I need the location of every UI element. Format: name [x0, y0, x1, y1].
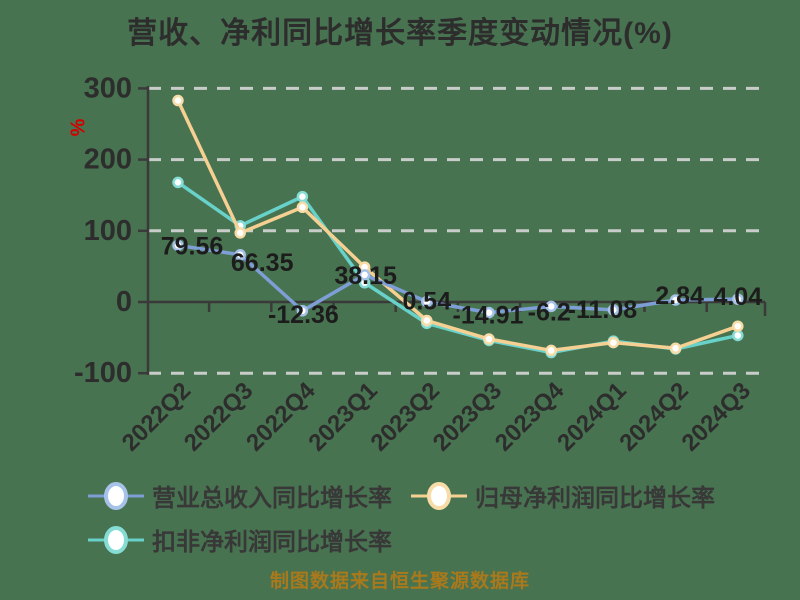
series-net-profit-growth-marker — [421, 314, 433, 327]
y-tick-label: 100 — [84, 215, 132, 247]
data-point-label: -11.08 — [568, 296, 638, 324]
data-point-label: 38.15 — [334, 262, 397, 290]
series-revenue-growth-marker — [234, 249, 246, 261]
series-revenue-growth-marker — [732, 293, 744, 305]
data-point-label: -6.2 — [528, 298, 571, 326]
series-revenue-growth-marker — [545, 300, 557, 313]
line-marker-icon — [411, 481, 467, 510]
data-point-label: 66.35 — [231, 249, 294, 277]
legend-label: 营业总收入同比增长率 — [152, 485, 392, 512]
x-tick-label: 2023Q2 — [366, 377, 445, 456]
y-tick-label: 0 — [116, 286, 132, 318]
data-point-label: -14.91 — [453, 302, 524, 330]
series-revenue-growth-marker — [421, 295, 433, 308]
series-net-profit-growth-marker — [483, 333, 495, 345]
series-revenue-growth-marker — [358, 269, 371, 281]
x-tick-label: 2023Q3 — [428, 377, 507, 456]
legend-item-revenue-growth: 营业总收入同比增长率 — [88, 478, 392, 513]
y-tick-label: 200 — [84, 144, 132, 176]
series-net-profit-growth-marker — [172, 94, 184, 107]
x-tick-label: 2023Q1 — [303, 377, 382, 456]
x-tick-label: 2022Q3 — [179, 377, 258, 456]
y-tick-label: 300 — [84, 72, 132, 104]
data-point-label: 2.84 — [655, 282, 704, 310]
legend-label: 扣非净利润同比增长率 — [152, 529, 392, 556]
series-revenue-growth-line — [176, 243, 740, 315]
data-point-label: 4.04 — [713, 283, 762, 311]
series-revenue-growth-marker — [296, 305, 309, 317]
series-net-profit-growth-marker — [669, 342, 682, 355]
series-net-profit-growth-marker — [607, 336, 620, 349]
legend-item-net-profit-growth: 归母净利润同比增长率 — [411, 478, 715, 513]
data-point-label: -12.36 — [268, 301, 339, 329]
series-non-gaap-profit-growth-marker — [296, 190, 309, 203]
legend-label: 归母净利润同比增长率 — [475, 485, 715, 512]
series-net-profit-growth-marker — [545, 344, 557, 357]
series-net-profit-growth-marker — [296, 201, 309, 214]
x-tick-label: 2024Q2 — [614, 377, 693, 456]
series-net-profit-growth-marker — [234, 227, 246, 239]
data-point-label: 79.56 — [161, 232, 224, 260]
series-net-profit-growth-marker — [732, 320, 744, 332]
line-marker-icon — [88, 525, 144, 554]
series-net-profit-growth-line — [176, 98, 740, 353]
data-point-label: 0.54 — [402, 288, 451, 316]
series-non-gaap-profit-growth-marker — [732, 329, 744, 342]
series-non-gaap-profit-growth-marker — [172, 176, 184, 189]
chart-title: 营收、净利同比增长率季度变动情况(%) — [127, 17, 673, 50]
series-revenue-growth-marker — [669, 294, 682, 306]
legend-item-non-gaap-profit-growth: 扣非净利润同比增长率 — [88, 522, 392, 557]
series-revenue-growth-marker — [172, 239, 184, 252]
x-tick-label: 2024Q3 — [677, 377, 756, 456]
line-marker-icon — [88, 481, 144, 510]
x-tick-label: 2024Q1 — [552, 377, 631, 456]
data-source-note: 制图数据来自恒生聚源数据库 — [269, 571, 530, 592]
series-revenue-growth-marker — [483, 306, 495, 319]
series-revenue-growth-marker — [607, 304, 620, 316]
y-tick-label: -100 — [74, 357, 132, 389]
